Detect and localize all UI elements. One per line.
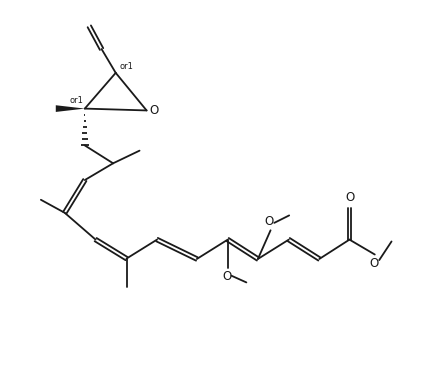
Polygon shape xyxy=(56,105,85,112)
Text: or1: or1 xyxy=(69,96,83,105)
Text: O: O xyxy=(265,215,274,228)
Text: O: O xyxy=(346,191,355,204)
Text: O: O xyxy=(149,104,159,117)
Text: O: O xyxy=(369,258,379,270)
Text: O: O xyxy=(222,270,231,283)
Text: or1: or1 xyxy=(119,62,133,71)
